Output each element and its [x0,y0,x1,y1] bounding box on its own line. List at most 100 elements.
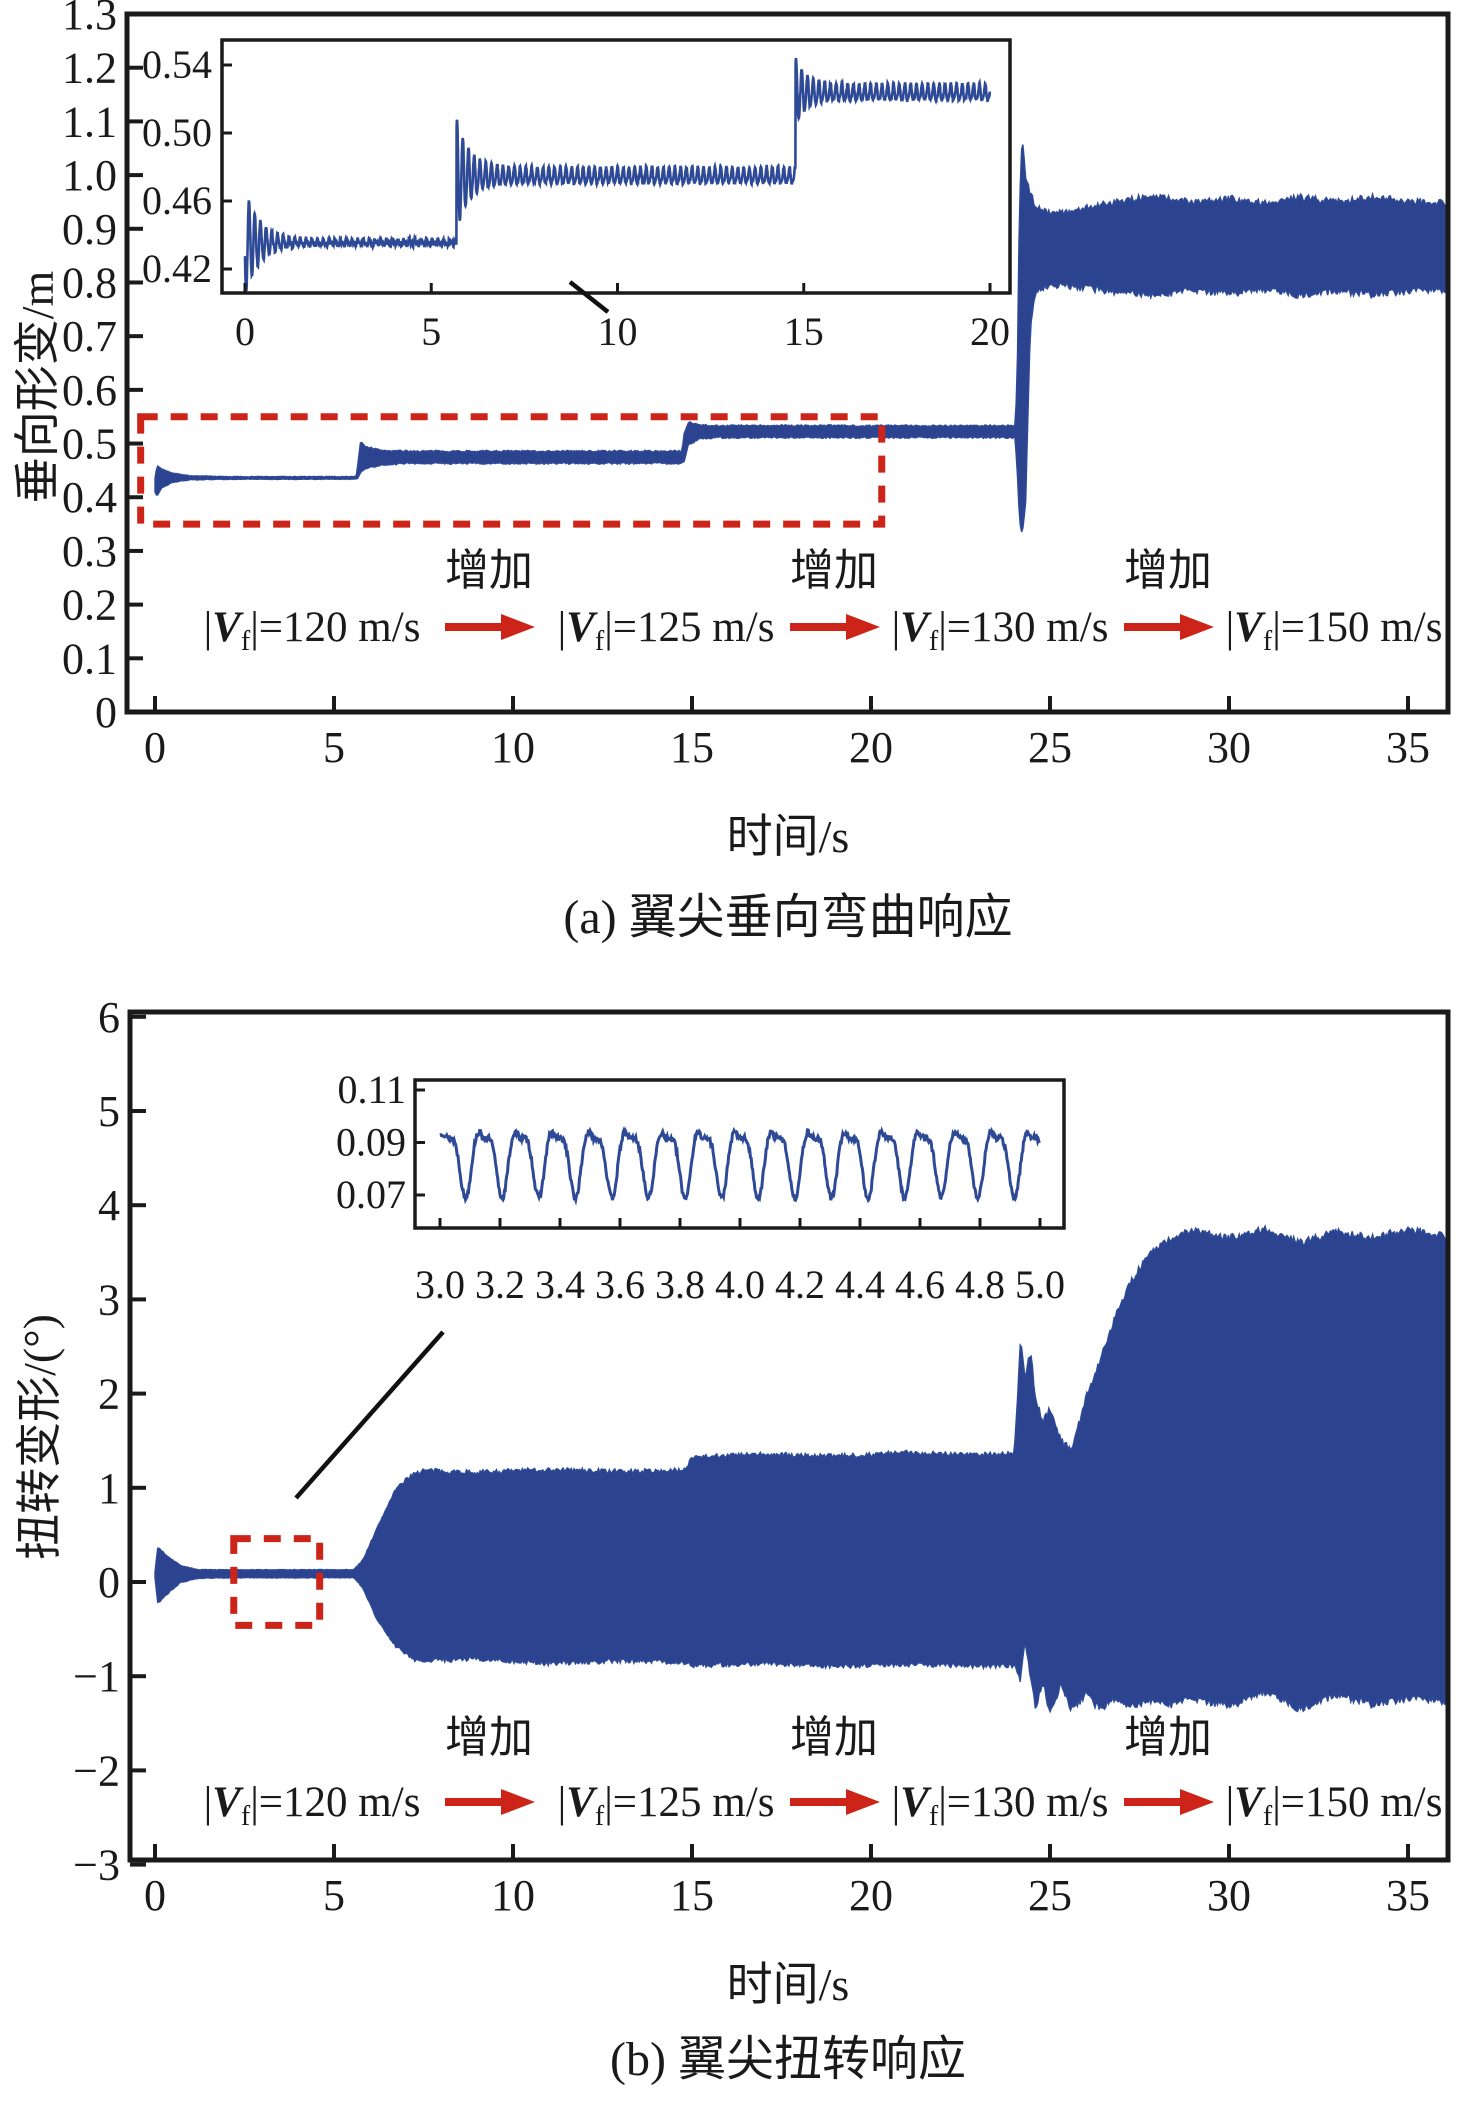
plot-b-y-tick-label: 2 [98,1370,120,1419]
increase-annotation: 增加 [790,1713,878,1762]
plot-b-inset-y-tick-label: 0.07 [336,1172,406,1217]
plot-a-inset-x-tick-label: 0 [235,309,255,354]
plot-a-inset-y-tick-label: 0.42 [142,246,212,291]
plot-a-y-tick-label: 0.1 [62,634,117,683]
plot-b-inset-x-tick-label: 4.0 [715,1262,765,1307]
plot-b-y-tick-label: 1 [98,1464,120,1513]
plot-b-y-tick-label: −1 [73,1652,120,1701]
plot-b-inset-x-tick-label: 3.8 [655,1262,705,1307]
plot-a-inset-x-tick-label: 5 [421,309,441,354]
plot-a-inset-y-tick-label: 0.50 [142,110,212,155]
plot-b-inset-frame [413,1078,1066,1230]
speed-increase-arrowhead [1180,614,1214,640]
plot-a-x-tick-label: 25 [1028,723,1072,772]
plot-a-y-tick-label: 0.3 [62,527,117,576]
speed-increase-arrowhead [846,1789,880,1815]
plot-a-annotations: 增加 增加 增加 |Vf|=120 m/s |Vf|=125 m/s |Vf|=130 m… [204,546,1443,657]
increase-annotation: 增加 [445,1713,533,1762]
plot-a-inset-line [243,57,992,291]
plot-b-frame [127,1009,1451,1863]
plot-b-inset-y-tick-label: 0.11 [337,1067,406,1112]
increase-annotation: 增加 [1124,546,1212,595]
plot-a-x-axis-label: 时间/s [726,811,850,862]
plot-a-inset-x-tick-label: 10 [598,309,638,354]
plot-a-inset-y-tick-label: 0.46 [142,178,212,223]
plot-a-x-tick-label: 30 [1207,723,1251,772]
speed-increase-arrowhead [1180,1789,1214,1815]
plot-b-x-tick-label: 25 [1028,1871,1072,1920]
plot-b-annotations: 增加 增加 增加 |Vf|=120 m/s |Vf|=125 m/s |Vf|=130 m… [204,1713,1443,1832]
speed-label: |Vf|=120 m/s [204,604,421,657]
plot-b-y-axis-label: 扭转变形/(°) [14,1314,65,1560]
plot-a-x-tick-label: 35 [1386,723,1430,772]
plot-b-y-tick-label: 3 [98,1275,120,1324]
plot-a-x-tick-label: 5 [323,723,345,772]
speed-label: |Vf|=150 m/s [1226,1779,1443,1832]
plot-a-zoom-region-box [137,413,886,528]
plot-b-inset-x-tick-label: 4.2 [775,1262,825,1307]
plot-b-y-tick-label: 4 [98,1181,120,1230]
speed-increase-arrowhead [846,614,880,640]
plot-a-axes: 0 5 10 15 20 25 30 3500.10.20.30.40.50.60.70.80… [62,0,1451,772]
plot-a-inset-frame [220,38,1012,295]
plot-b-y-tick-label: −3 [73,1841,120,1890]
plot-b-inset-x-tick-label: 4.8 [955,1262,1005,1307]
plot-b-inset: 3.0 3.2 3.4 3.6 3.8 4.0 4.2 4.4 4.6 4.8 5.0 0.11 0.0… [336,1067,1066,1307]
plot-b-caption: (b) 翼尖扭转响应 [610,2033,966,2086]
plot-b-x-tick-label: 30 [1207,1871,1251,1920]
plot-b-x-tick-label: 20 [849,1871,893,1920]
plot-b-inset-x-tick-label: 3.0 [415,1262,465,1307]
plot-b-inset-x-tick-label: 3.6 [595,1262,645,1307]
plot-a-frame [124,11,1451,715]
plot-a-inset-x-tick-label: 20 [970,309,1010,354]
plot-a-caption: (a) 翼尖垂向弯曲响应 [563,891,1013,944]
speed-increase-arrowhead [501,1789,535,1815]
plot-b-x-tick-label: 15 [670,1871,714,1920]
plot-b-leader-line [294,1330,445,1500]
speed-label: |Vf|=125 m/s [558,1779,775,1832]
plot-b-inset-y-tick-label: 0.09 [336,1120,406,1165]
plot-b-inset-x-tick-label: 3.2 [475,1262,525,1307]
plot-a-y-tick-label: 0.9 [62,205,117,254]
plot-a-y-tick-label: 1.1 [62,97,117,146]
plot-a-y-tick-label: 1.2 [62,44,117,93]
increase-annotation: 增加 [445,546,533,595]
plot-a-y-tick-label: 0.8 [62,258,117,307]
plot-b-x-tick-label: 0 [144,1871,166,1920]
plot-a-y-tick-label: 1.3 [62,0,117,39]
plot-b-inset-x-tick-label: 3.4 [535,1262,585,1307]
plot-b-inset-x-tick-label: 5.0 [1015,1262,1065,1307]
plot-b-y-tick-label: 5 [98,1087,120,1136]
plot-b-y-tick-label: 0 [98,1558,120,1607]
plot-b-zoom-region-box [230,1535,324,1629]
plot-b-inset-x-tick-label: 4.4 [835,1262,885,1307]
plot-b-x-tick-label: 35 [1386,1871,1430,1920]
plot-a-x-tick-label: 0 [144,723,166,772]
plot-a-inset: 0 5 10 15 20 0.42 0.46 0.50 0.54 [142,38,1012,354]
plot-a-leader-line [568,280,610,314]
plot-a-y-tick-label: 1.0 [62,151,117,200]
plot-a-y-tick-label: 0.7 [62,312,117,361]
plot-a-x-tick-label: 20 [849,723,893,772]
speed-label: |Vf|=150 m/s [1226,604,1443,657]
plot-a-y-tick-label: 0.5 [62,420,117,469]
plot-b-y-tick-label: 6 [98,993,120,1042]
increase-annotation: 增加 [1124,1713,1212,1762]
speed-label: |Vf|=120 m/s [204,1779,421,1832]
plot-a-y-tick-label: 0.6 [62,366,117,415]
plot-a-inset-y-tick-label: 0.54 [142,42,212,87]
speed-label: |Vf|=130 m/s [892,604,1109,657]
plot-b-x-tick-label: 10 [491,1871,535,1920]
plot-b-inset-x-tick-label: 4.6 [895,1262,945,1307]
plot-b: 3.0 3.2 3.4 3.6 3.8 4.0 4.2 4.4 4.6 4.8 5.0 0.11 0.0… [73,993,1451,1920]
plot-a-y-tick-label: 0 [95,688,117,737]
plot-b-y-tick-label: −2 [73,1746,120,1795]
plot-a-y-tick-label: 0.4 [62,473,117,522]
plot-b-x-axis-label: 时间/s [726,1959,850,2010]
increase-annotation: 增加 [790,546,878,595]
plot-a-x-tick-label: 10 [491,723,535,772]
